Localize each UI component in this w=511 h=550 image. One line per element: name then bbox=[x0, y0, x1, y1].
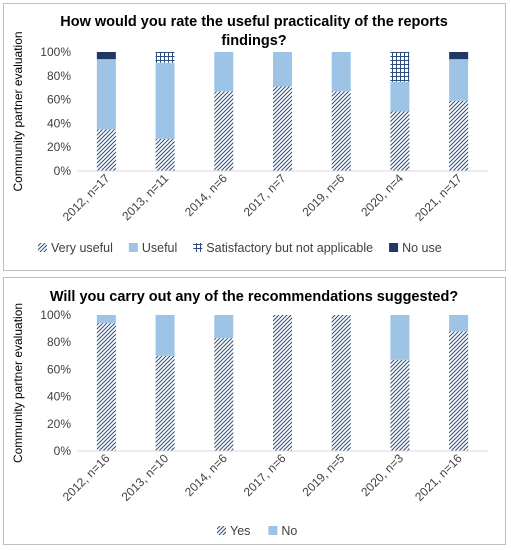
x-tick-label: 2021, n=16 bbox=[412, 451, 465, 504]
y-tick-label: 100% bbox=[40, 45, 71, 59]
bar-segment-useful bbox=[155, 62, 175, 139]
bar-segment-yes bbox=[449, 331, 469, 451]
y-axis-label: Community partner evaluation bbox=[11, 31, 25, 191]
bar-segment-very-useful bbox=[96, 129, 116, 171]
y-tick-label: 40% bbox=[47, 390, 71, 404]
y-axis-label: Community partner evaluation bbox=[11, 303, 25, 463]
usefulness-chart: How would you rate the useful practicali… bbox=[11, 14, 488, 255]
x-tick-label: 2019, n=5 bbox=[299, 451, 347, 499]
legend-swatch-no-use bbox=[389, 243, 399, 252]
x-tick-label: 2013, n=10 bbox=[119, 451, 172, 504]
bar-segment-yes bbox=[331, 315, 351, 451]
bar-segment-no bbox=[96, 315, 116, 324]
bar-segment-satisfactory-but-not-applicable bbox=[155, 52, 175, 63]
x-tick-label: 2012, n=17 bbox=[60, 171, 113, 224]
legend-label-yes: Yes bbox=[230, 524, 250, 538]
x-tick-label: 2013, n=11 bbox=[119, 171, 171, 223]
y-tick-label: 80% bbox=[47, 69, 71, 83]
bar-segment-very-useful bbox=[449, 100, 469, 171]
bar-segment-no bbox=[155, 315, 175, 356]
bar-segment-useful bbox=[214, 52, 234, 92]
bar-segment-no-use bbox=[96, 52, 116, 60]
chart-title-line-1: How would you rate the useful practicali… bbox=[60, 14, 448, 30]
bar-segment-yes bbox=[273, 315, 292, 451]
x-tick-label: 2014, n=6 bbox=[182, 451, 230, 499]
x-tick-label: 2017, n=6 bbox=[241, 451, 289, 499]
legend-label-satisfactory-but-not-applicable: Satisfactory but not applicable bbox=[206, 241, 373, 255]
bar-segment-useful bbox=[331, 52, 351, 92]
x-tick-label: 2014, n=6 bbox=[182, 171, 230, 219]
chart-panel-recommendations: Will you carry out any of the recommenda… bbox=[3, 277, 506, 545]
legend-swatch-satisfactory-but-not-applicable bbox=[193, 243, 203, 252]
bar-segment-yes bbox=[96, 323, 116, 451]
chart-title-line-2: findings? bbox=[221, 33, 286, 49]
bar-segment-useful bbox=[390, 81, 410, 112]
y-tick-label: 40% bbox=[47, 116, 71, 130]
bar-segment-no bbox=[390, 315, 410, 360]
bar-segment-yes bbox=[390, 359, 410, 451]
y-tick-label: 20% bbox=[47, 417, 71, 431]
x-tick-label: 2012, n=16 bbox=[60, 451, 113, 504]
legend-label-no: No bbox=[281, 524, 297, 538]
bar-segment-useful bbox=[96, 59, 116, 130]
bar-segment-useful bbox=[449, 59, 469, 101]
bar-segment-no bbox=[449, 315, 469, 332]
bar-segment-very-useful bbox=[390, 111, 410, 171]
x-tick-label: 2020, n=4 bbox=[358, 171, 406, 219]
bar-segment-no-use bbox=[449, 52, 469, 60]
chart-title-line-1: Will you carry out any of the recommenda… bbox=[50, 289, 459, 305]
x-tick-label: 2019, n=6 bbox=[299, 171, 347, 219]
bar-segment-very-useful bbox=[273, 86, 292, 171]
bar-segment-yes bbox=[155, 355, 175, 451]
x-tick-label: 2020, n=3 bbox=[358, 451, 406, 499]
y-tick-label: 60% bbox=[47, 362, 71, 376]
y-tick-label: 60% bbox=[47, 93, 71, 107]
legend-swatch-yes bbox=[217, 526, 226, 535]
legend-label-useful: Useful bbox=[142, 241, 177, 255]
y-tick-label: 20% bbox=[47, 140, 71, 154]
bar-segment-satisfactory-but-not-applicable bbox=[390, 52, 410, 82]
x-tick-label: 2017, n=7 bbox=[241, 171, 289, 219]
bar-segment-yes bbox=[214, 338, 234, 451]
legend-swatch-no bbox=[268, 526, 278, 535]
chart-panel-usefulness: How would you rate the useful practicali… bbox=[3, 3, 506, 271]
y-tick-label: 0% bbox=[54, 444, 72, 458]
bar-segment-very-useful bbox=[331, 91, 351, 171]
recommendations-chart: Will you carry out any of the recommenda… bbox=[11, 289, 488, 538]
legend-label-very-useful: Very useful bbox=[51, 241, 113, 255]
legend-swatch-very-useful bbox=[38, 243, 47, 252]
legend-label-no-use: No use bbox=[402, 241, 442, 255]
y-tick-label: 100% bbox=[40, 308, 71, 322]
y-tick-label: 80% bbox=[47, 335, 71, 349]
x-tick-label: 2021, n=17 bbox=[412, 171, 465, 224]
bar-segment-no bbox=[214, 315, 234, 339]
bar-segment-very-useful bbox=[214, 91, 234, 171]
bar-segment-very-useful bbox=[155, 138, 175, 171]
legend-swatch-useful bbox=[128, 243, 138, 252]
bar-segment-useful bbox=[273, 52, 292, 87]
y-tick-label: 0% bbox=[54, 164, 72, 178]
